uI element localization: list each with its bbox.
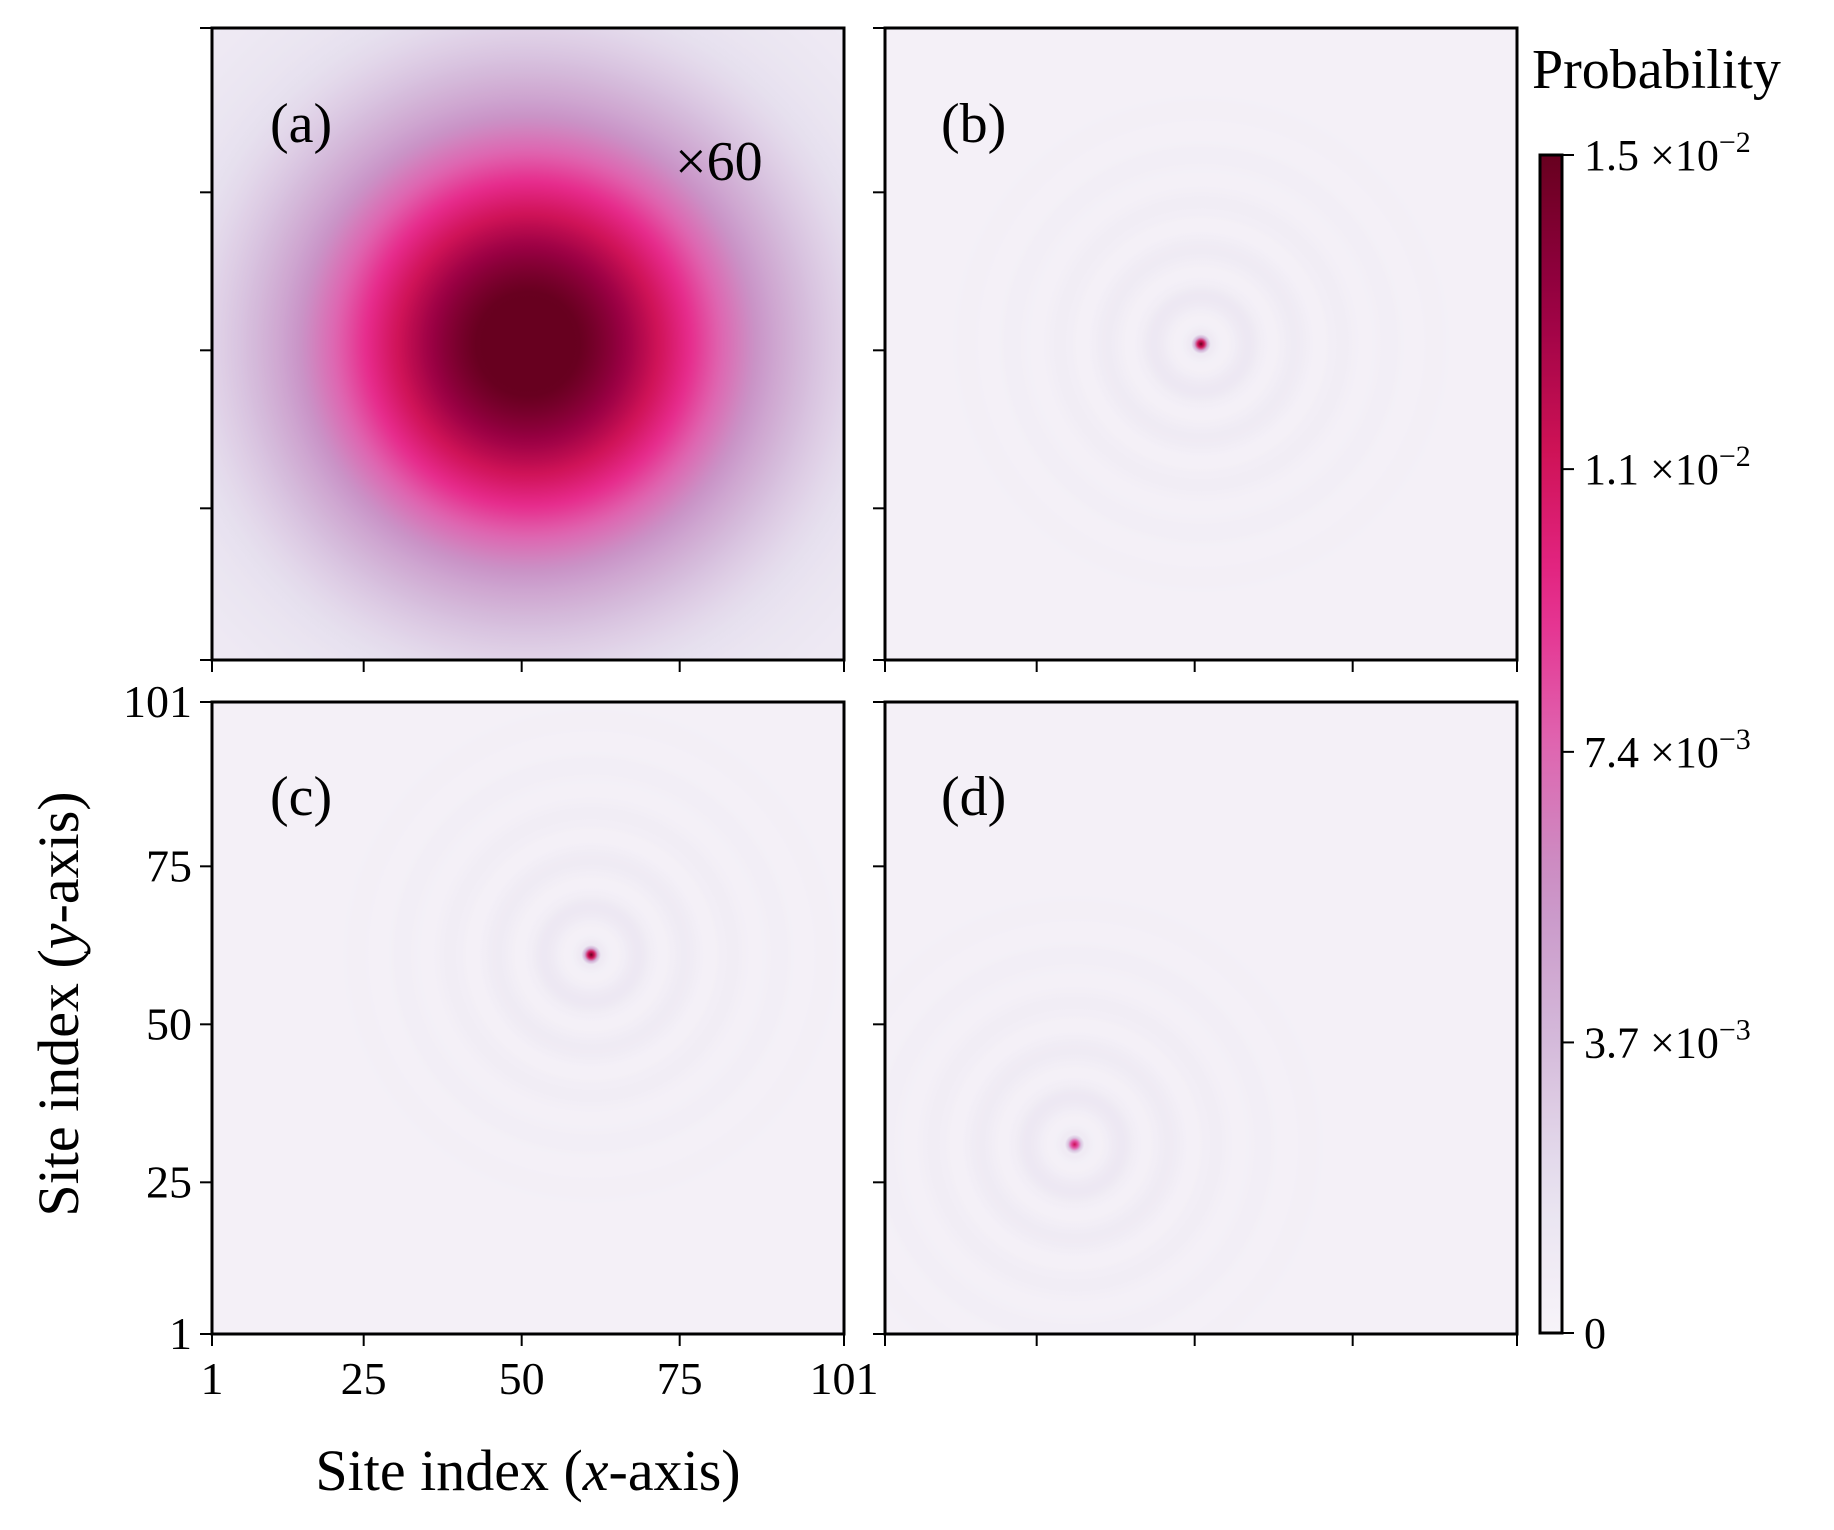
panel-c-label: (c) [270,766,332,828]
panel-b-heatmap [885,28,1517,660]
panel-d: (d) [883,700,1519,1336]
colorbar: Probability 1.5 ×10−2 1.1 ×10−2 7.4 ×10−3 3… [1532,39,1781,1358]
x-axis-title: Site index (x-axis) [315,1438,740,1503]
panel-d-heatmap [885,702,1517,1334]
panel-a: (a) ×60 [210,26,846,662]
panel-a-label: (a) [270,93,332,155]
panel-a-frame [210,26,846,662]
y-tick-label: 25 [146,1156,192,1207]
panel-a-annotation: ×60 [675,131,763,193]
panel-b-label: (b) [941,93,1006,155]
y-tick-label: 75 [146,840,192,891]
y-tick-label: 1 [169,1308,192,1359]
y-tick-label: 50 [146,998,192,1049]
panel-c-heatmap [212,702,844,1334]
panel-a-heatmap [212,28,844,660]
panel-c-frame [210,700,846,1336]
panel-d-frame [883,700,1519,1336]
colorbar-tick-label: 0 [1584,1309,1606,1358]
colorbar-tick-label: 1.1 ×10−2 [1584,440,1751,494]
y-axis-title: Site index (y-axis) [26,791,91,1216]
x-tick-label: 75 [657,1353,703,1404]
x-tick-label: 25 [341,1353,387,1404]
axis-ticks: 1 25 50 75 101 1 25 50 75 101 [123,27,1518,1404]
x-tick-label: 1 [201,1353,224,1404]
colorbar-tick-label: 1.5 ×10−2 [1584,126,1751,180]
colorbar-ticks: 1.5 ×10−2 1.1 ×10−2 7.4 ×10−3 3.7 ×10−3 0 [1562,126,1751,1358]
colorbar-gradient [1538,153,1564,1335]
panel-b-frame [883,26,1519,662]
panel-c: (c) [210,700,846,1336]
panel-b: (b) [883,26,1519,662]
y-tick-label: 101 [123,676,192,727]
x-tick-label: 50 [499,1353,545,1404]
colorbar-tick-label: 3.7 ×10−3 [1584,1013,1751,1067]
colorbar-title: Probability [1532,39,1781,101]
x-tick-label: 101 [810,1353,879,1404]
panel-d-label: (d) [941,766,1006,828]
colorbar-tick-label: 7.4 ×10−3 [1584,723,1751,777]
